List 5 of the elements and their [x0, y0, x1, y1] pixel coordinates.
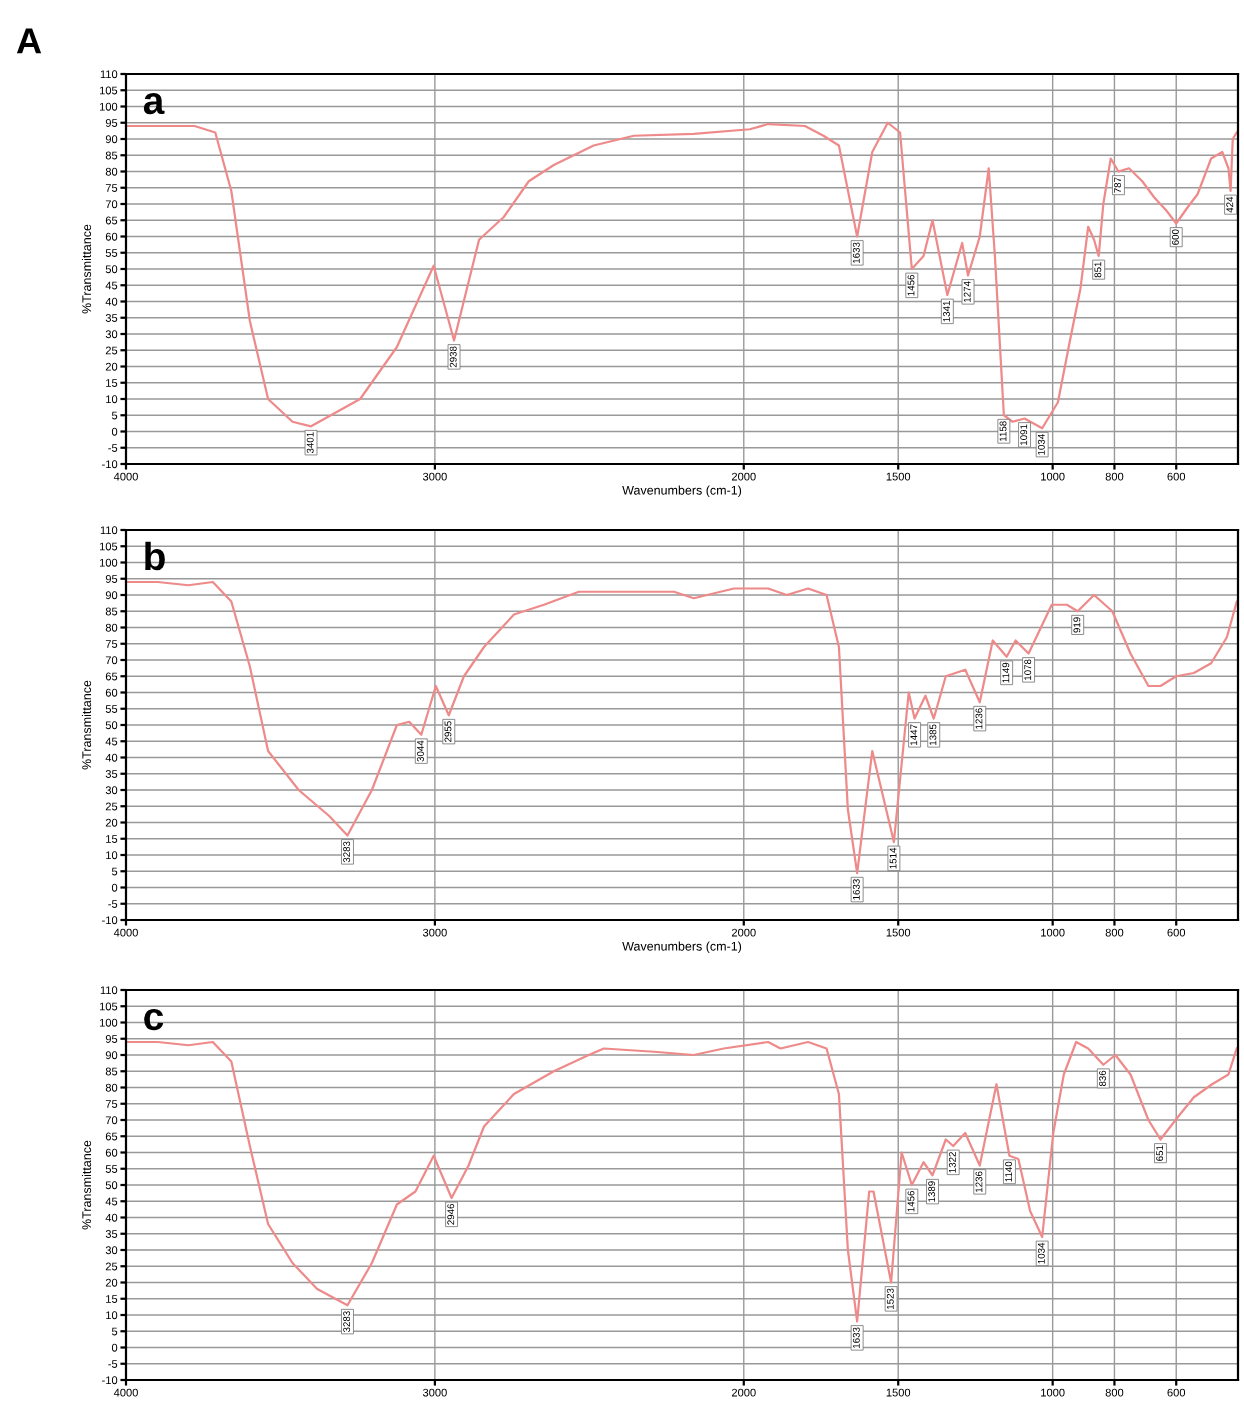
- annotation: a: [143, 92, 165, 115]
- annotation: c: [144, 1008, 164, 1031]
- annotation: b: [145, 541, 165, 571]
- chart-title: A: [16, 28, 42, 54]
- line-series: [126, 580, 1238, 875]
